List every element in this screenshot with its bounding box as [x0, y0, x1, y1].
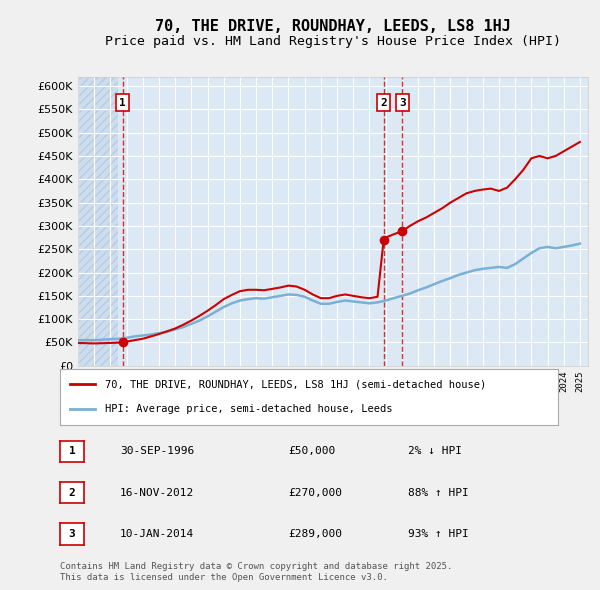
- Bar: [78, 77, 118, 366]
- Text: 1: 1: [119, 98, 126, 108]
- Text: 2: 2: [380, 98, 387, 108]
- Text: 3: 3: [68, 529, 76, 539]
- Text: 93% ↑ HPI: 93% ↑ HPI: [408, 529, 469, 539]
- Text: 30-SEP-1996: 30-SEP-1996: [120, 447, 194, 456]
- Text: £50,000: £50,000: [288, 447, 335, 456]
- Text: 88% ↑ HPI: 88% ↑ HPI: [408, 488, 469, 497]
- Text: 2% ↓ HPI: 2% ↓ HPI: [408, 447, 462, 456]
- Text: This data is licensed under the Open Government Licence v3.0.: This data is licensed under the Open Gov…: [60, 572, 388, 582]
- Text: Contains HM Land Registry data © Crown copyright and database right 2025.: Contains HM Land Registry data © Crown c…: [60, 562, 452, 571]
- Text: £289,000: £289,000: [288, 529, 342, 539]
- Text: 16-NOV-2012: 16-NOV-2012: [120, 488, 194, 497]
- Text: HPI: Average price, semi-detached house, Leeds: HPI: Average price, semi-detached house,…: [105, 404, 392, 414]
- Text: 3: 3: [399, 98, 406, 108]
- Text: 70, THE DRIVE, ROUNDHAY, LEEDS, LS8 1HJ (semi-detached house): 70, THE DRIVE, ROUNDHAY, LEEDS, LS8 1HJ …: [105, 379, 486, 389]
- Text: Price paid vs. HM Land Registry's House Price Index (HPI): Price paid vs. HM Land Registry's House …: [105, 35, 561, 48]
- Text: 2: 2: [68, 488, 76, 497]
- Text: 70, THE DRIVE, ROUNDHAY, LEEDS, LS8 1HJ: 70, THE DRIVE, ROUNDHAY, LEEDS, LS8 1HJ: [155, 19, 511, 34]
- Text: £270,000: £270,000: [288, 488, 342, 497]
- Text: 1: 1: [68, 447, 76, 456]
- Text: 10-JAN-2014: 10-JAN-2014: [120, 529, 194, 539]
